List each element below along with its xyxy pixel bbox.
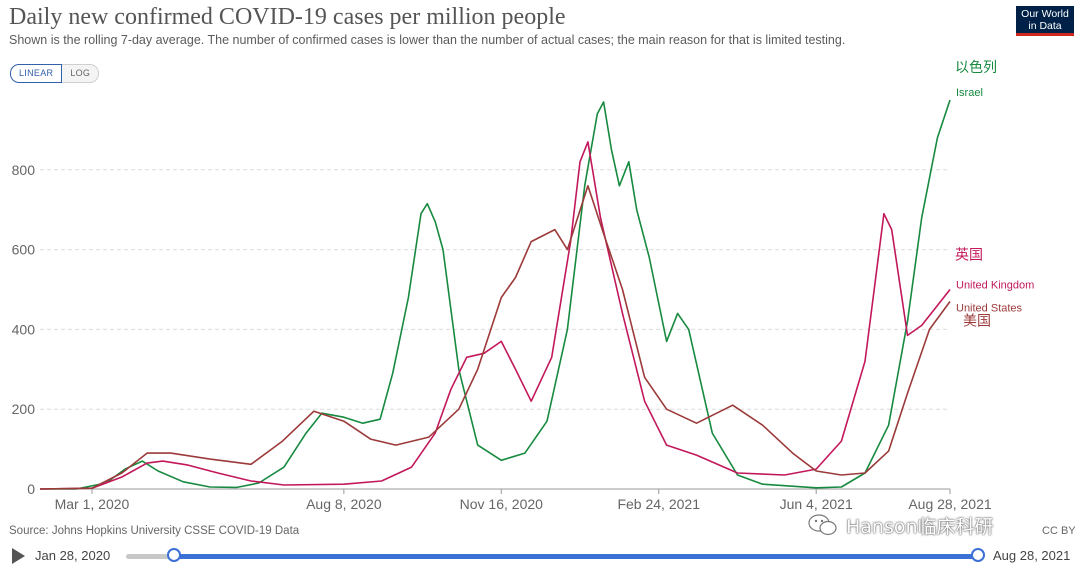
y-tick-label: 400 bbox=[12, 321, 36, 337]
y-tick-label: 200 bbox=[12, 401, 36, 417]
x-tick-label: Nov 16, 2020 bbox=[460, 496, 543, 512]
timeline-start-handle[interactable] bbox=[167, 548, 181, 562]
x-tick-label: Jun 4, 2021 bbox=[780, 496, 853, 512]
chart-title: Daily new confirmed COVID-19 cases per m… bbox=[9, 4, 566, 30]
source-note: Source: Johns Hopkins University CSSE CO… bbox=[9, 525, 300, 537]
annotation-label: 英国 bbox=[955, 247, 983, 264]
linear-scale-button[interactable]: LINEAR bbox=[10, 64, 63, 83]
series-label: Israel bbox=[956, 87, 983, 99]
license-label[interactable]: CC BY bbox=[1042, 525, 1076, 537]
scale-toggle: LINEAR LOG bbox=[10, 64, 100, 83]
x-tick-label: Aug 28, 2021 bbox=[908, 496, 992, 512]
y-axis: 0 200 400 600 800 bbox=[12, 162, 36, 497]
x-tick-label: Aug 8, 2020 bbox=[306, 496, 382, 512]
series-label: United States bbox=[956, 302, 1023, 314]
timeline-selected-range bbox=[174, 554, 979, 559]
series-line-united-kingdom[interactable] bbox=[39, 141, 951, 490]
y-tick-label: 800 bbox=[12, 162, 36, 178]
chart-subtitle: Shown is the rolling 7-day average. The … bbox=[9, 33, 846, 47]
x-axis: Mar 1, 2020 Aug 8, 2020 Nov 16, 2020 Feb 24… bbox=[55, 489, 992, 512]
watermark: Hanson临床科研 bbox=[846, 516, 994, 538]
timeline-end-handle[interactable] bbox=[971, 548, 985, 562]
series-line-israel[interactable] bbox=[40, 99, 951, 490]
logo-line-2: in Data bbox=[1028, 20, 1062, 32]
y-tick-label: 600 bbox=[12, 242, 36, 258]
series-line-united-states[interactable] bbox=[39, 185, 951, 490]
owid-logo[interactable]: Our World in Data bbox=[1016, 6, 1074, 36]
log-scale-button[interactable]: LOG bbox=[62, 64, 100, 83]
y-tick-label: 0 bbox=[27, 481, 35, 497]
timeline: Jan 28, 2020 Aug 28, 2021 bbox=[0, 540, 1080, 573]
annotation-label: 以色列 bbox=[955, 59, 997, 76]
chat-bubbles-icon bbox=[808, 514, 837, 536]
grid-lines bbox=[40, 169, 950, 490]
timeline-start-date: Jan 28, 2020 bbox=[35, 548, 111, 563]
x-tick-label: Mar 1, 2020 bbox=[55, 496, 130, 512]
timeline-end-date: Aug 28, 2021 bbox=[993, 548, 1071, 563]
logo-line-1: Our World bbox=[1021, 8, 1069, 20]
play-icon[interactable] bbox=[12, 548, 25, 564]
annotation-label: 美国 bbox=[963, 313, 991, 329]
series-lines bbox=[39, 99, 951, 490]
x-tick-label: Feb 24, 2021 bbox=[617, 496, 700, 512]
series-label: United Kingdom bbox=[956, 280, 1034, 292]
line-chart: 0 200 400 600 800 Mar 1, 2020 Aug 8, 2020 Nov … bbox=[12, 59, 1035, 512]
